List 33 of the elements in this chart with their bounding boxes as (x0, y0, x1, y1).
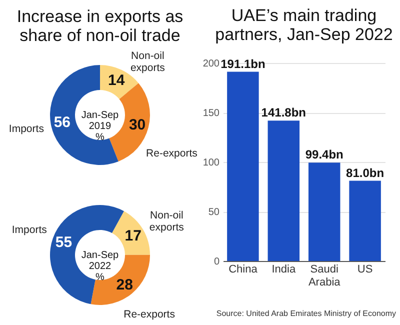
slice-label: Re-exports (124, 308, 175, 320)
y-tick-label: 200 (202, 58, 220, 70)
x-tick-label: China (228, 264, 258, 276)
bar (308, 162, 340, 261)
y-tick-label: 150 (202, 108, 220, 119)
chart-title: UAE’s main trading partners, Jan-Sep 2022 (215, 6, 393, 44)
data-label: 55 (55, 234, 72, 252)
bar (268, 120, 300, 261)
data-label: 141.8bn (261, 106, 306, 120)
slice-label: Non-oil exports (130, 50, 165, 74)
source-note: Source: United Arab Emirates Ministry of Economy (215, 309, 396, 318)
x-tick-label: India (272, 264, 296, 276)
data-label: 17 (124, 227, 142, 244)
data-label: 81.0bn (346, 166, 384, 180)
slice-label: Non-oil exports (149, 209, 184, 234)
data-label: 14 (108, 72, 126, 90)
data-label: 99.4bn (305, 148, 344, 162)
slice-label: Re-exports (146, 147, 198, 160)
bar (349, 180, 381, 261)
y-tick-label: 100 (202, 158, 220, 168)
data-label: 30 (128, 116, 146, 134)
x-tick-label: US (357, 264, 373, 276)
x-tick-label: Saudi Arabia (308, 264, 342, 288)
bar (227, 72, 259, 261)
data-label: 56 (54, 114, 71, 132)
data-label: 191.1bn (220, 56, 266, 71)
y-tick-label: 50 (208, 207, 220, 218)
slice-label: Imports (8, 123, 44, 136)
slice-label: Imports (12, 224, 47, 236)
text: Jan-Sep 2019 % (81, 110, 120, 143)
chart-title: Increase in exports as share of non-oil trade (16, 7, 184, 45)
y-tick-label: 0 (214, 256, 220, 268)
data-label: 28 (116, 276, 133, 294)
